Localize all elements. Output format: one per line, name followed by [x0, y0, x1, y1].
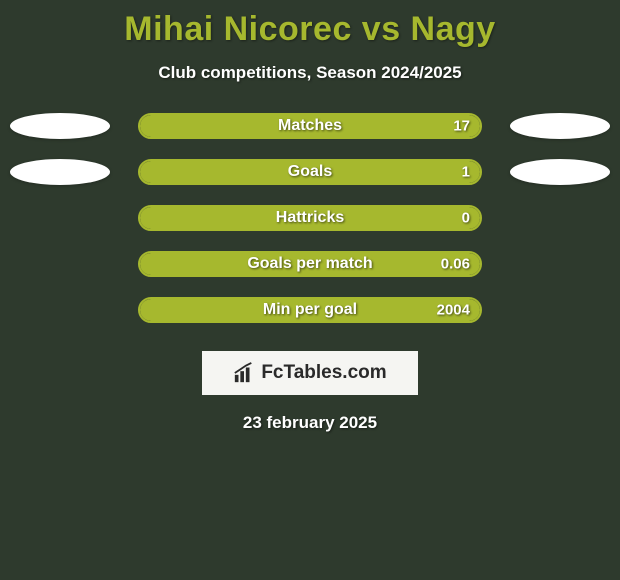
right-ellipse	[510, 113, 610, 139]
logo-suffix: .com	[342, 362, 386, 383]
stat-row: Matches 17	[0, 113, 620, 139]
stat-bar: Matches 17	[138, 113, 482, 139]
stat-value: 1	[462, 164, 470, 181]
stat-row: Min per goal 2004	[0, 297, 620, 323]
stat-bar: Hattricks 0	[138, 205, 482, 231]
stat-value: 17	[453, 118, 470, 135]
stat-value: 0.06	[441, 256, 470, 273]
stat-label: Hattricks	[276, 209, 344, 227]
logo-prefix: Fc	[261, 362, 283, 383]
stat-bar: Goals 1	[138, 159, 482, 185]
stats-rows: Matches 17 Goals 1 Hattricks 0 Goals per match…	[0, 113, 620, 323]
stat-label: Matches	[278, 117, 342, 135]
stat-bar: Min per goal 2004	[138, 297, 482, 323]
logo-text: FcTables.com	[261, 362, 386, 384]
logo-box: FcTables.com	[202, 351, 418, 395]
left-ellipse	[10, 113, 110, 139]
stat-row: Goals 1	[0, 159, 620, 185]
stat-label: Min per goal	[263, 301, 357, 319]
page-title: Mihai Nicorec vs Nagy	[0, 0, 620, 49]
stat-value: 2004	[437, 302, 470, 319]
stat-bar: Goals per match 0.06	[138, 251, 482, 277]
subtitle: Club competitions, Season 2024/2025	[0, 63, 620, 83]
date-text: 23 february 2025	[0, 413, 620, 433]
stat-value: 0	[462, 210, 470, 227]
stat-row: Goals per match 0.06	[0, 251, 620, 277]
stat-label: Goals per match	[247, 255, 372, 273]
right-ellipse	[510, 159, 610, 185]
stat-row: Hattricks 0	[0, 205, 620, 231]
logo-main: Tables	[284, 362, 343, 383]
bars-icon	[233, 362, 255, 384]
left-ellipse	[10, 159, 110, 185]
stat-label: Goals	[288, 163, 332, 181]
